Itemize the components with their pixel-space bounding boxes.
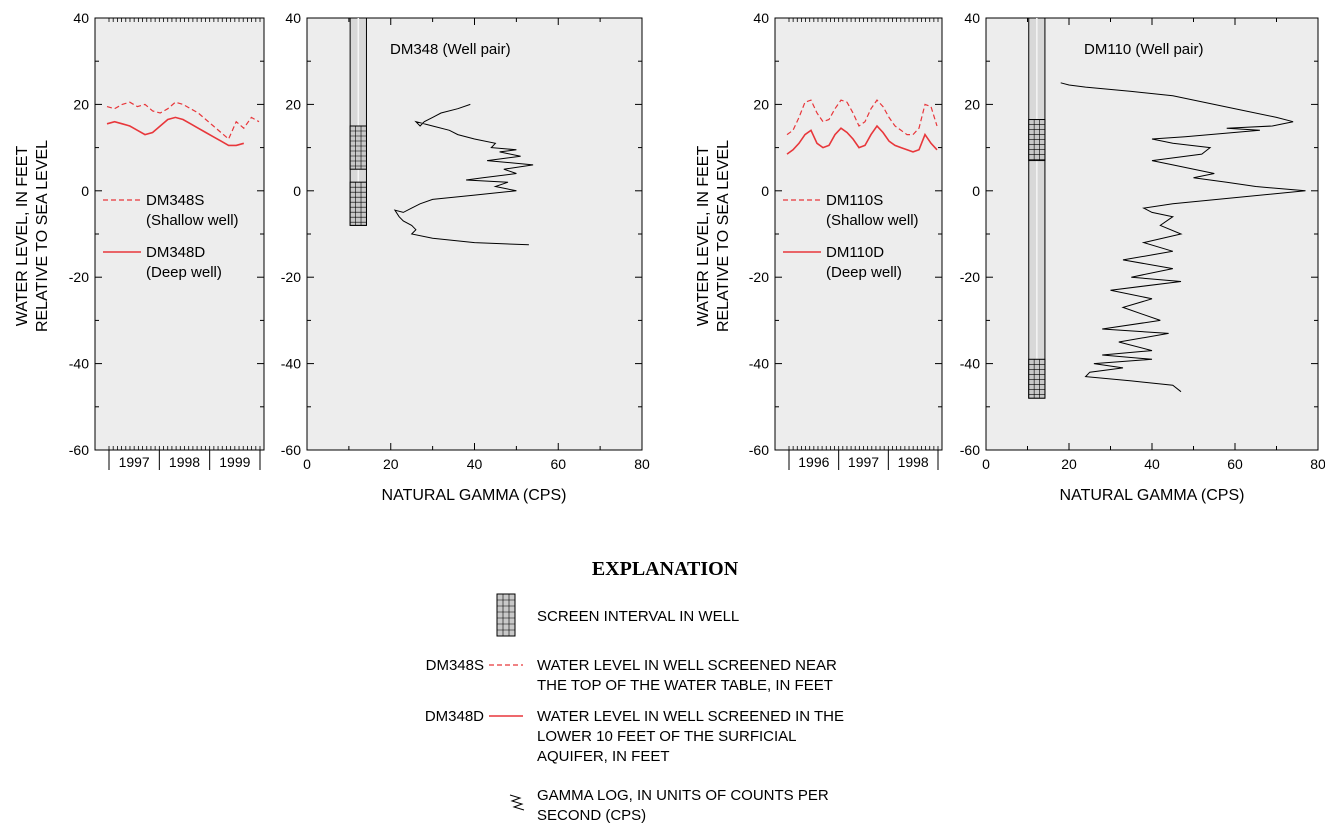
dm348-gamma-ytick-label: 40 (285, 10, 301, 26)
dm348-gamma-gamma-log (393, 103, 534, 246)
dm348-wl-frame (94, 17, 265, 451)
deep-desc-3: AQUIFER, IN FEET (537, 748, 670, 765)
dm110-gamma-ytick-label: 0 (972, 183, 980, 199)
dm348-title: DM348 (Well pair) (390, 41, 511, 58)
dm348s-legend-desc: (Shallow well) (146, 212, 239, 229)
dm348-gamma-xtick-label: 40 (467, 456, 483, 472)
dm110-wl-series-dm110d (786, 124, 938, 155)
dm348-legend: DM348S (Shallow well) DM348D (Deep well) (103, 192, 239, 281)
ylabel-left-line2: RELATIVE TO SEA LEVEL (34, 140, 51, 332)
dm110-gamma-screen-interval (1028, 358, 1046, 399)
dm110-wl-year-label: 1997 (848, 454, 879, 470)
dm110-wl-ytick-label: 40 (753, 10, 769, 26)
shallow-desc-1: WATER LEVEL IN WELL SCREENED NEAR (537, 657, 837, 674)
dm348-wl-year-label: 1999 (219, 454, 250, 470)
shallow-desc-2: THE TOP OF THE WATER TABLE, IN FEET (537, 677, 833, 694)
dm348-wl-year-label: 1998 (169, 454, 200, 470)
explanation-title: EXPLANATION (592, 558, 739, 580)
dm348-wl-year-label: 1997 (119, 454, 150, 470)
dm348-gamma-ytick-label: 20 (285, 96, 301, 112)
deep-key-label: DM348D (425, 708, 484, 725)
dm348-gamma-xtick-label: 20 (383, 456, 399, 472)
dm348-gamma-ytick-label: 0 (293, 183, 301, 199)
ylabel-right-line1: WATER LEVEL, IN FEET (695, 146, 712, 327)
ylabel-right-line2: RELATIVE TO SEA LEVEL (715, 140, 732, 332)
dm110-wl-ytick-label: -20 (749, 269, 769, 285)
dm348-gamma-xtick-label: 60 (550, 456, 566, 472)
dm348-gamma-screen-interval (349, 181, 367, 226)
dm348-wl-ytick-label: 20 (73, 96, 89, 112)
dm110-gamma-xtick-label: 40 (1144, 456, 1160, 472)
dm348-gamma-screen-interval (349, 125, 367, 170)
dm110s-legend-name: DM110S (826, 192, 883, 209)
screen-symbol (496, 593, 516, 637)
dm110-gamma-xtick-label: 20 (1061, 456, 1077, 472)
dm110-wl-ytick-label: 0 (761, 183, 769, 199)
screen-interval-label: SCREEN INTERVAL IN WELL (537, 608, 739, 625)
gamma-log-symbol (509, 794, 525, 811)
deep-desc-2: LOWER 10 FEET OF THE SURFICIAL (537, 728, 797, 745)
dm348-wl-ytick-label: -20 (69, 269, 89, 285)
dm348-wl-ytick-label: -40 (69, 356, 89, 372)
xlabel-right-gamma: NATURAL GAMMA (CPS) (1060, 487, 1245, 504)
deep-desc-1: WATER LEVEL IN WELL SCREENED IN THE (537, 708, 844, 725)
dm110-gamma-xtick-label: 80 (1310, 456, 1325, 472)
dm110-gamma-ytick-label: -20 (960, 269, 980, 285)
dm110-legend: DM110S (Shallow well) DM110D (Deep well) (783, 192, 919, 281)
ylabel-left-line1: WATER LEVEL, IN FEET (14, 146, 31, 327)
dm110d-legend-desc: (Deep well) (826, 264, 902, 281)
shallow-key-label: DM348S (426, 657, 484, 674)
dm348-wl-ytick-label: 40 (73, 10, 89, 26)
dm348-gamma-xtick-label: 80 (634, 456, 650, 472)
dm348d-legend-desc: (Deep well) (146, 264, 222, 281)
dm110-gamma-ytick-label: -60 (960, 442, 980, 458)
gamma-desc-1: GAMMA LOG, IN UNITS OF COUNTS PER (537, 787, 829, 804)
dm110s-legend-desc: (Shallow well) (826, 212, 919, 229)
dm110-wl-year-label: 1998 (898, 454, 929, 470)
dm348-gamma-ytick-label: -40 (281, 356, 301, 372)
dm110-gamma-gamma-log (1060, 82, 1306, 393)
dm348-wl-series-dm348s (106, 101, 260, 140)
dm348s-legend-name: DM348S (146, 192, 204, 209)
dm348-gamma-ytick-label: -20 (281, 269, 301, 285)
dm348-water-level-panel: 40 20 0 -20 -40 -60 1997 1998 1999 (69, 10, 265, 470)
dm110-gamma-xtick-label: 60 (1227, 456, 1243, 472)
explanation: EXPLANATION SCREEN INTERVAL IN WELL DM34… (425, 558, 844, 824)
xlabel-left-gamma: NATURAL GAMMA (CPS) (382, 487, 567, 504)
dm348d-legend-name: DM348D (146, 244, 205, 261)
dm110-wl-year-label: 1996 (798, 454, 829, 470)
dm110-wl-ytick-label: -60 (749, 442, 769, 458)
dm110-gamma-ytick-label: -40 (960, 356, 980, 372)
dm110-water-level-panel: 40 20 0 -20 -40 -60 1996 1997 1998 (749, 10, 943, 470)
dm110-wl-ytick-label: -40 (749, 356, 769, 372)
dm110-wl-frame (774, 17, 943, 451)
gamma-desc-2: SECOND (CPS) (537, 807, 646, 824)
dm348-wl-ytick-label: -60 (69, 442, 89, 458)
dm110-gamma-xtick-label: 0 (982, 456, 990, 472)
dm348-wl-ytick-label: 0 (81, 183, 89, 199)
dm110-gamma-ytick-label: 20 (964, 96, 980, 112)
dm110d-legend-name: DM110D (826, 244, 884, 261)
dm110-gamma-ytick-label: 40 (964, 10, 980, 26)
dm348-gamma-ytick-label: -60 (281, 442, 301, 458)
dm110-wl-ytick-label: 20 (753, 96, 769, 112)
dm348-gamma-xtick-label: 0 (303, 456, 311, 472)
dm348-wl-series-dm348d (106, 116, 245, 147)
dm110-title: DM110 (Well pair) (1084, 41, 1203, 58)
